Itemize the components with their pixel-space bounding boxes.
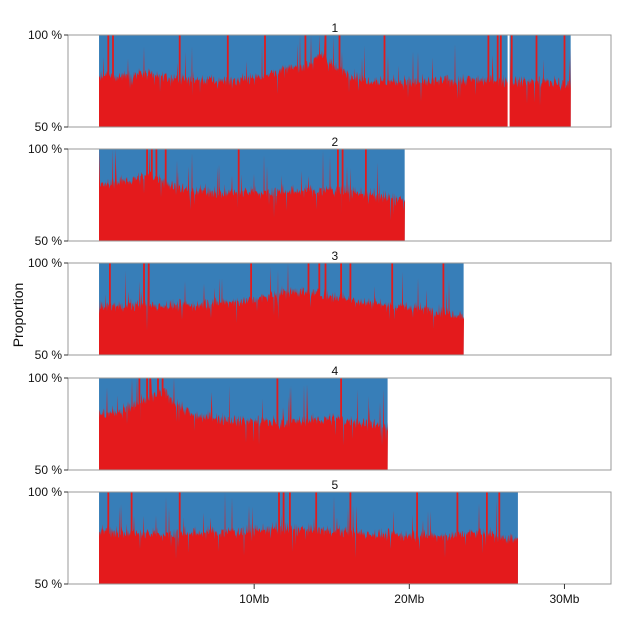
full-red-spike — [150, 149, 153, 241]
full-red-spike — [338, 35, 341, 127]
full-red-spike — [365, 149, 367, 241]
full-red-spike — [487, 35, 490, 127]
panel-title: 5 — [332, 478, 339, 492]
x-axis: 10Mb 20Mb 30Mb — [239, 584, 580, 606]
full-red-spike — [138, 378, 141, 470]
full-red-spike — [143, 263, 145, 355]
lower-area — [99, 35, 571, 127]
full-red-spike — [155, 149, 158, 241]
full-red-spike — [107, 492, 110, 584]
full-red-spike — [416, 492, 418, 584]
full-red-spike — [112, 35, 114, 127]
x-tick-label: 10Mb — [239, 592, 269, 606]
panel-title: 4 — [332, 364, 339, 378]
lower-area — [99, 492, 518, 584]
panel-border — [67, 491, 612, 585]
full-red-spike — [289, 492, 291, 584]
full-red-spike — [535, 35, 538, 127]
full-red-spike — [146, 378, 148, 470]
y-tick-label: 50 % — [35, 234, 63, 248]
panel-border — [67, 148, 612, 242]
full-red-spike — [456, 492, 459, 584]
lower-area — [99, 378, 388, 470]
lower-area — [99, 149, 405, 241]
full-red-spike — [486, 492, 488, 584]
full-red-spike — [149, 378, 152, 470]
y-axis-label: Proportion — [10, 283, 26, 348]
full-red-spike — [510, 35, 513, 127]
full-red-spike — [391, 263, 394, 355]
x-tick-label: 30Mb — [549, 592, 579, 606]
panel-2: 2 100 % 50 % — [28, 135, 612, 248]
full-red-spike — [250, 263, 252, 355]
panel-title: 1 — [332, 21, 339, 35]
full-red-spike — [237, 149, 240, 241]
panels: 1 100 % 50 % 2 100 % 50 % 3 100 % 50 % 4 100 % 50 %… — [28, 21, 612, 591]
full-red-spike — [324, 35, 327, 127]
full-red-spike — [276, 378, 279, 470]
full-red-spike — [264, 35, 266, 127]
full-red-spike — [178, 35, 181, 127]
full-red-spike — [161, 378, 164, 470]
full-red-spike — [147, 263, 150, 355]
full-red-spike — [282, 492, 285, 584]
full-red-spike — [340, 378, 342, 470]
full-red-spike — [498, 492, 501, 584]
panel-title: 2 — [332, 135, 339, 149]
panel-border — [67, 34, 612, 128]
full-red-spike — [349, 492, 352, 584]
full-red-spike — [496, 35, 499, 127]
x-tick-label: 20Mb — [394, 592, 424, 606]
full-red-spike — [157, 378, 159, 470]
y-tick-label: 100 % — [28, 256, 62, 270]
panel-title: 3 — [332, 249, 339, 263]
full-red-spike — [226, 35, 229, 127]
full-red-spike — [349, 263, 352, 355]
panel-border — [67, 262, 612, 356]
full-red-spike — [499, 35, 502, 127]
full-red-spike — [130, 492, 133, 584]
panel-5: 5 100 % 50 % — [28, 478, 612, 591]
full-red-spike — [164, 149, 167, 241]
y-tick-label: 50 % — [35, 120, 63, 134]
full-red-spike — [109, 263, 111, 355]
y-tick-label: 50 % — [35, 577, 63, 591]
lower-area — [99, 263, 464, 355]
full-red-spike — [383, 35, 386, 127]
full-red-spike — [341, 149, 344, 241]
y-tick-label: 100 % — [28, 28, 62, 42]
data-gap — [507, 35, 510, 127]
full-red-spike — [324, 263, 327, 355]
full-red-spike — [146, 149, 148, 241]
full-red-spike — [340, 263, 342, 355]
y-tick-label: 50 % — [35, 348, 63, 362]
y-tick-label: 100 % — [28, 371, 62, 385]
full-red-spike — [337, 149, 339, 241]
panel-1: 1 100 % 50 % — [28, 21, 612, 134]
full-red-spike — [318, 263, 321, 355]
full-red-spike — [278, 492, 280, 584]
panel-3: 3 100 % 50 % — [28, 249, 612, 362]
full-red-spike — [178, 492, 181, 584]
full-red-spike — [304, 35, 307, 127]
full-red-spike — [307, 263, 310, 355]
full-red-spike — [563, 35, 566, 127]
panel-4: 4 100 % 50 % — [28, 364, 612, 477]
y-tick-label: 50 % — [35, 463, 63, 477]
panel-border — [67, 377, 612, 471]
full-red-spike — [107, 35, 110, 127]
full-red-spike — [315, 492, 318, 584]
y-tick-label: 100 % — [28, 142, 62, 156]
full-red-spike — [442, 263, 445, 355]
y-tick-label: 100 % — [28, 485, 62, 499]
